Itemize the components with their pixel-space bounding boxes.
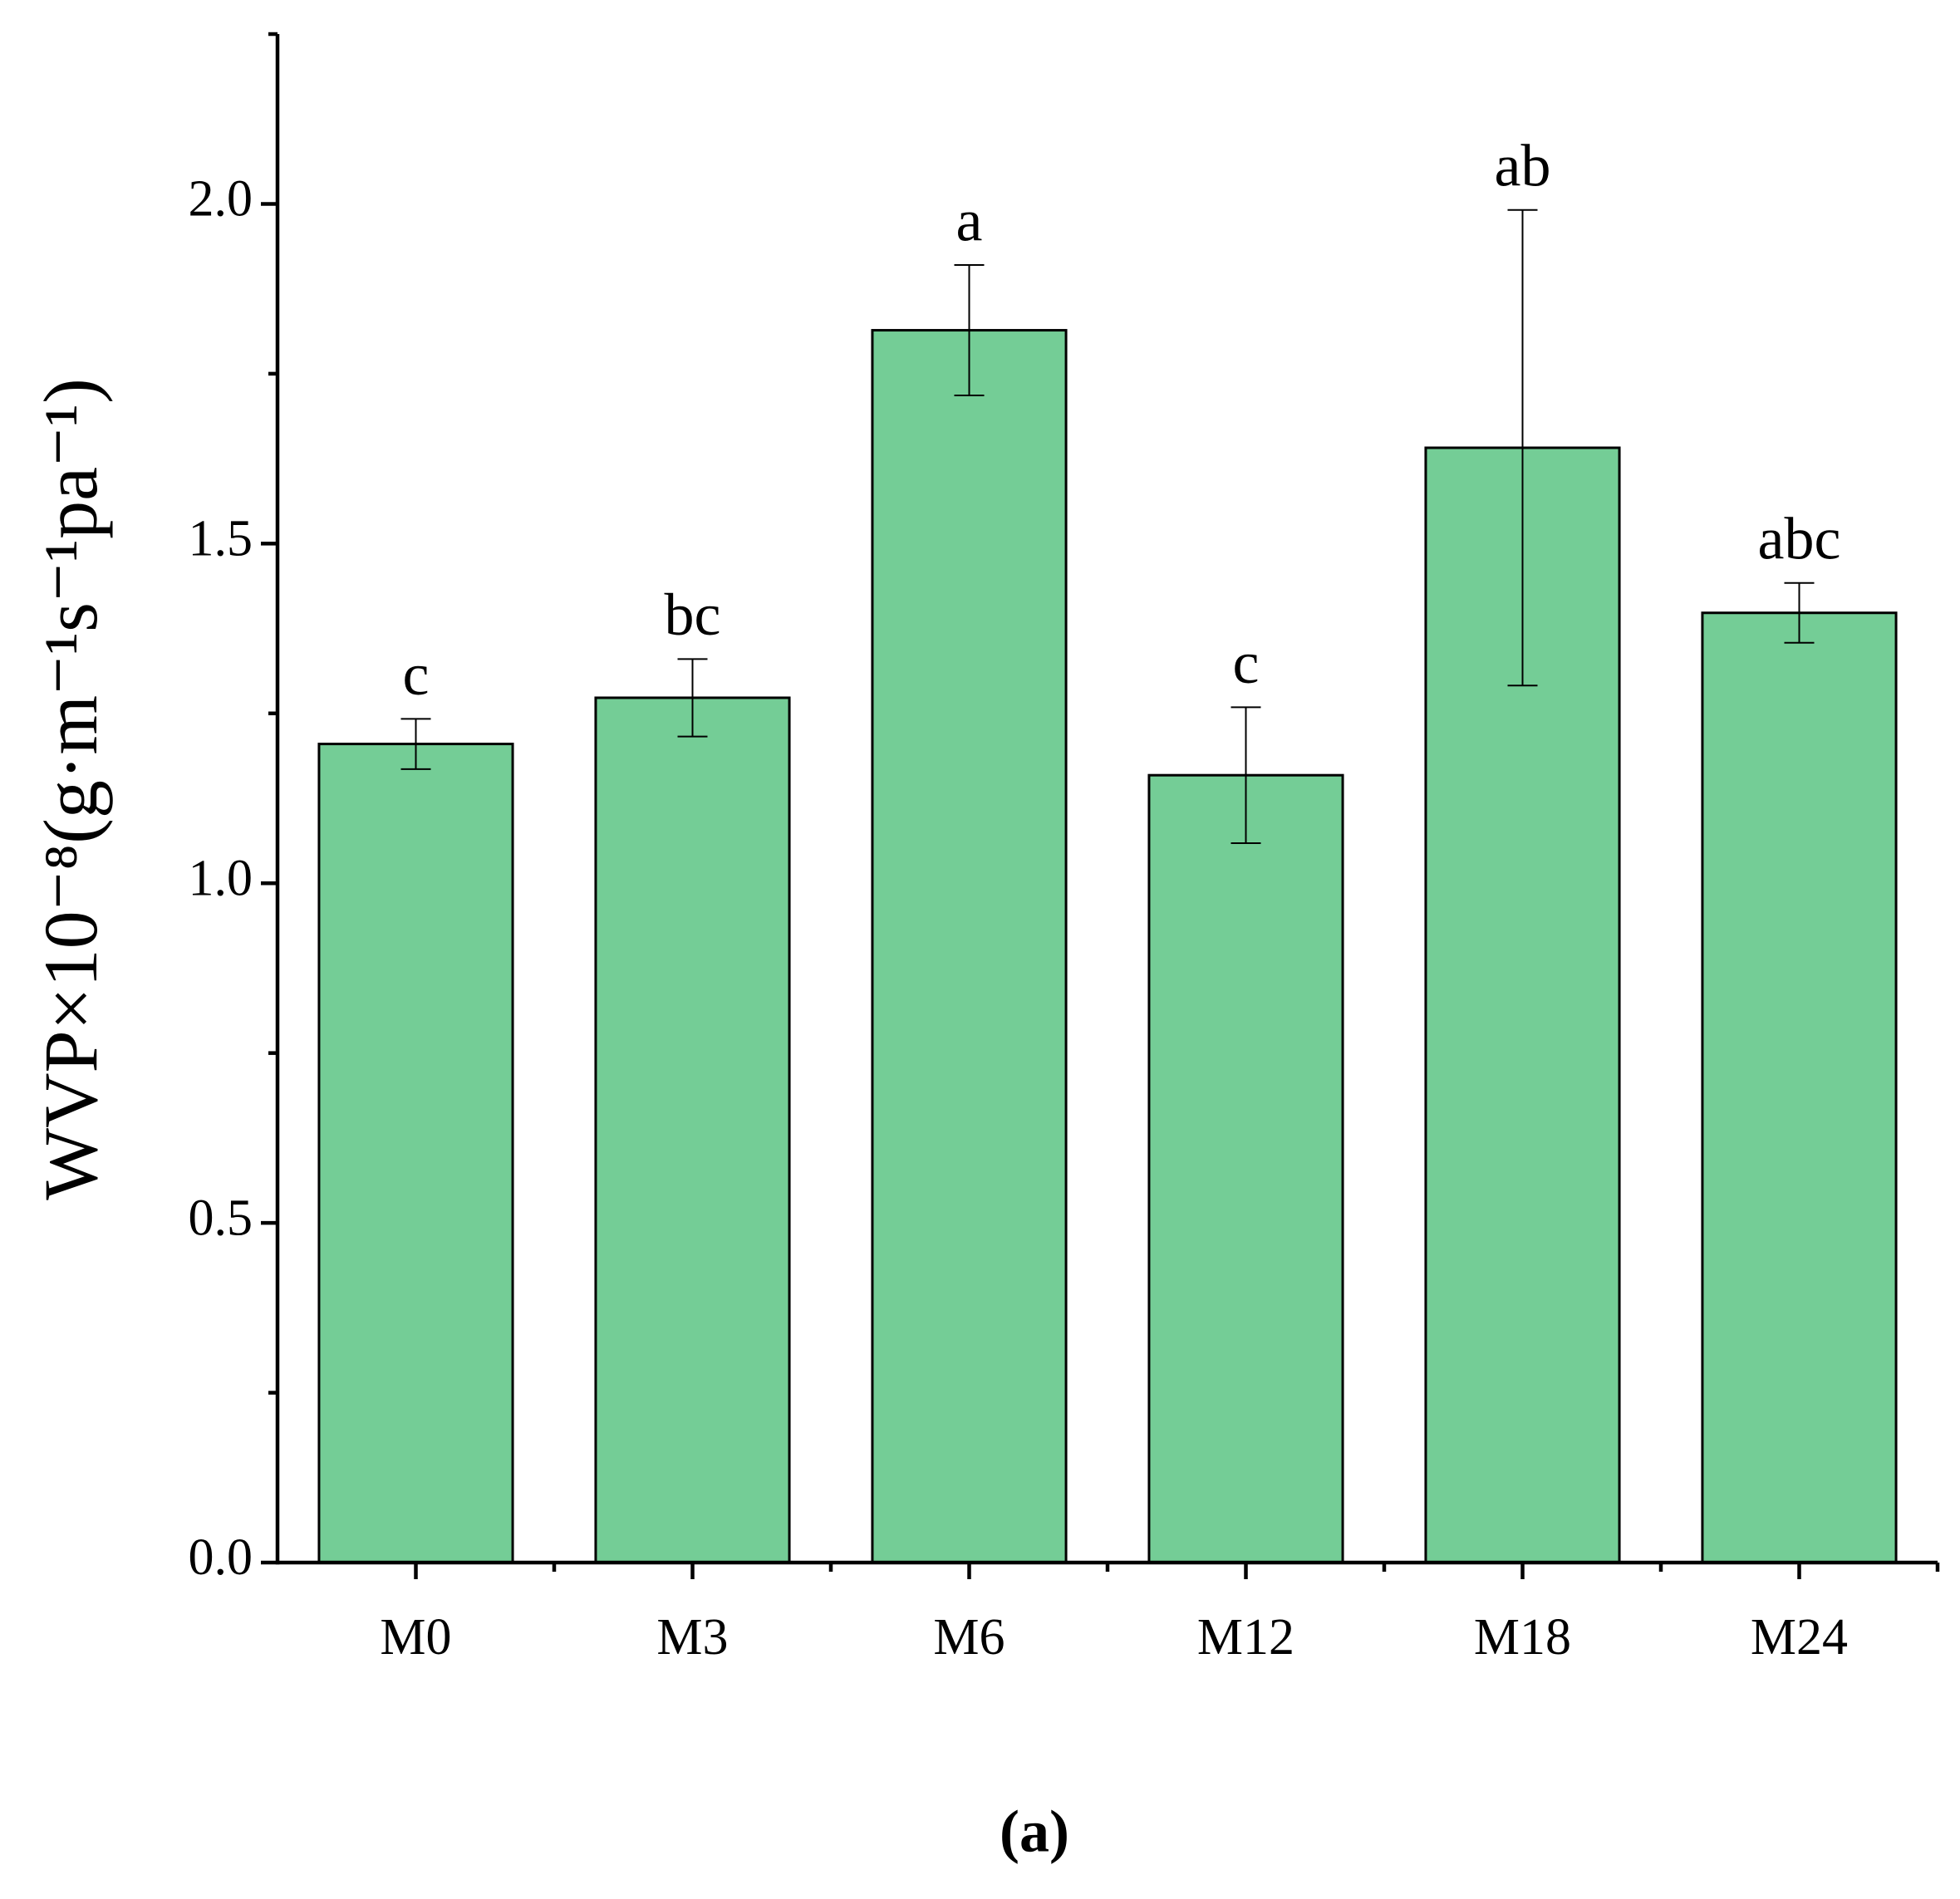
y-tick-label: 0.0 [189,1529,253,1586]
y-tick-label: 0.5 [189,1190,253,1246]
x-tick-label: M6 [933,1609,1005,1666]
significance-label: c [1233,630,1260,696]
significance-label: c [403,641,430,708]
y-tick-label: 2.0 [189,171,253,228]
significance-label: abc [1758,505,1841,572]
bar [1701,611,1898,1564]
x-tick-label: M24 [1751,1609,1848,1666]
significance-label: ab [1495,132,1551,199]
bar [871,329,1068,1564]
y-tick-label: 1.0 [189,850,253,906]
bar [1147,773,1344,1564]
bar [317,743,514,1564]
bar [594,696,791,1564]
y-axis-label: WVP×10⁻⁸(g·m⁻¹s⁻¹pa⁻¹) [28,378,113,1200]
x-tick-label: M3 [656,1609,728,1666]
y-tick-label: 1.5 [189,511,253,567]
significance-label: bc [665,581,721,648]
x-tick-label: M18 [1474,1609,1571,1666]
significance-label: a [956,188,983,254]
x-tick-label: M12 [1197,1609,1294,1666]
x-tick-label: M0 [380,1609,451,1666]
caption: (a) [1000,1798,1069,1865]
